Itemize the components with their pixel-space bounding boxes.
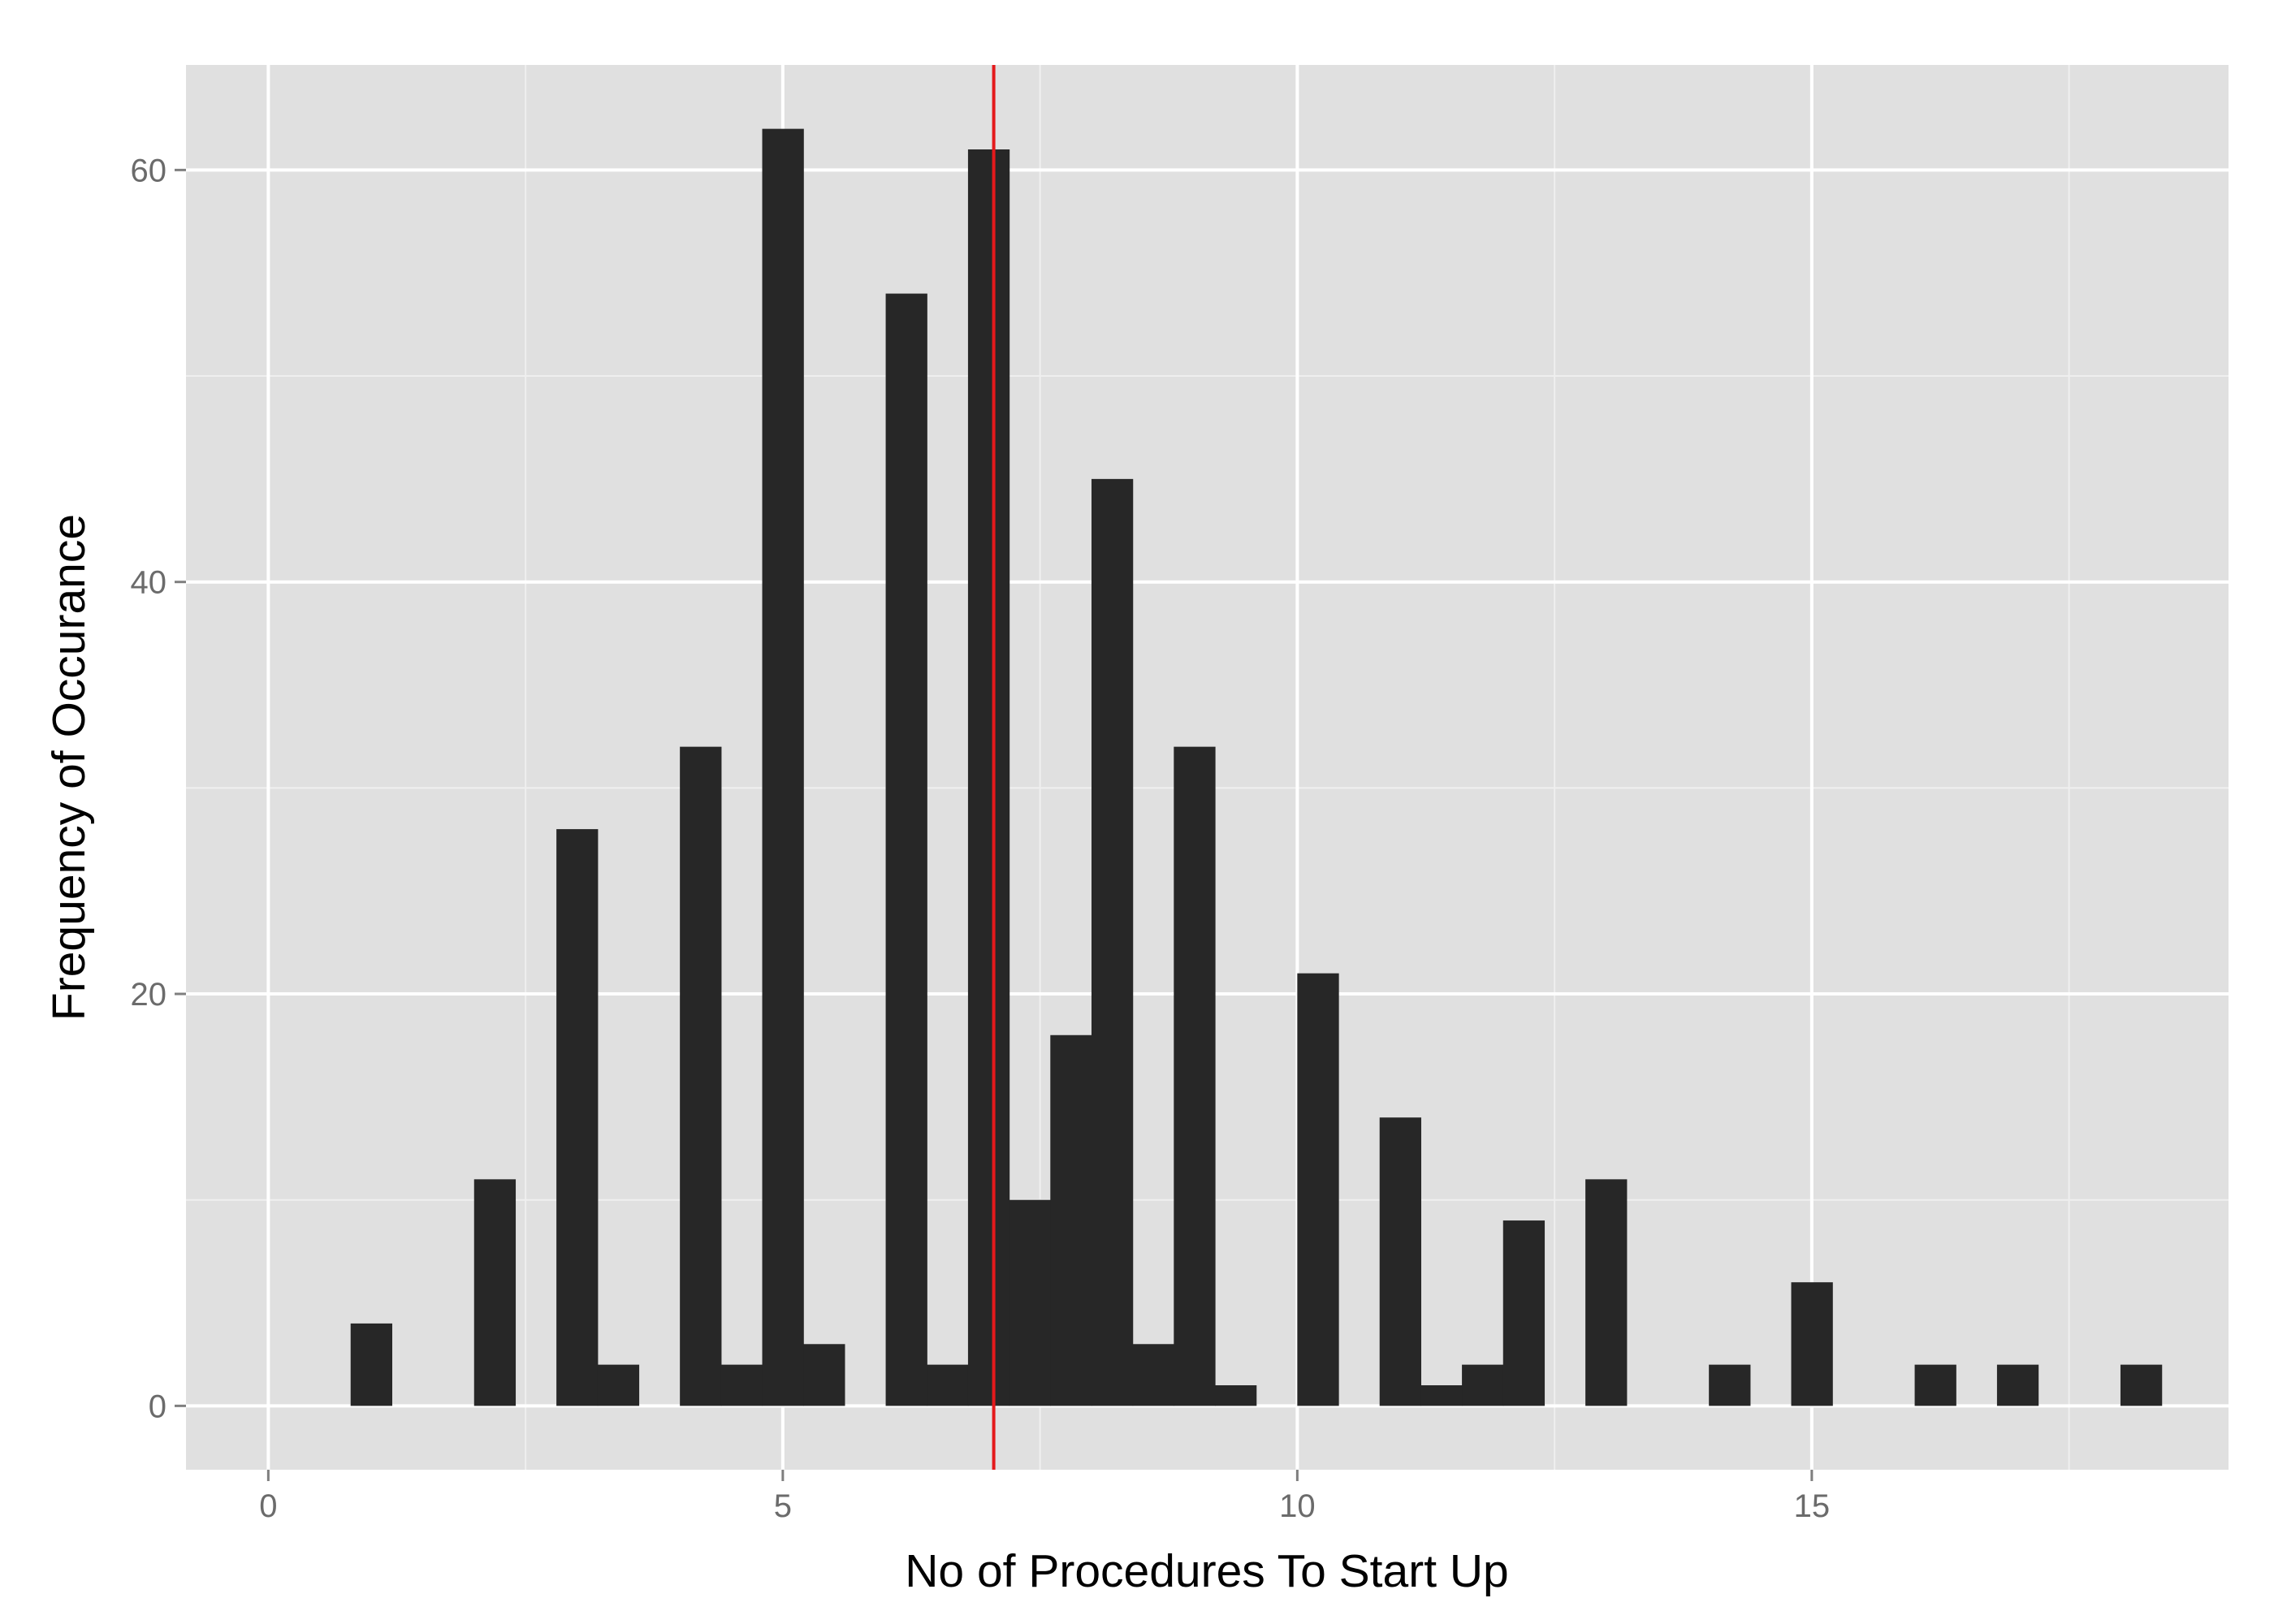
histogram-bar xyxy=(556,829,599,1406)
y-tick-label: 0 xyxy=(149,1389,166,1424)
histogram-bar xyxy=(597,1364,640,1406)
x-tick-label: 15 xyxy=(1794,1488,1831,1524)
histogram-bar xyxy=(1914,1364,1956,1406)
histogram-bar xyxy=(720,1364,763,1406)
histogram-bar xyxy=(1091,478,1134,1406)
histogram-bar xyxy=(927,1364,969,1406)
histogram-bar xyxy=(1791,1282,1833,1406)
x-axis-title: No of Procedures To Start Up xyxy=(905,1545,1508,1597)
histogram-bar xyxy=(1132,1344,1174,1406)
y-tick-label: 40 xyxy=(131,565,167,601)
histogram-bar xyxy=(1502,1220,1546,1406)
y-tick-label: 60 xyxy=(131,153,167,188)
x-axis: 0 5 10 15 xyxy=(259,1470,1830,1524)
histogram-bar xyxy=(1462,1364,1504,1406)
histogram-bar xyxy=(803,1344,845,1406)
histogram-bar xyxy=(2120,1364,2163,1406)
histogram-bar xyxy=(1996,1364,2039,1406)
histogram-bar xyxy=(1420,1384,1463,1406)
histogram-bar xyxy=(1379,1117,1422,1406)
histogram-bar xyxy=(762,128,804,1406)
histogram-bar xyxy=(1050,1034,1092,1406)
histogram-bar xyxy=(1585,1179,1628,1406)
histogram-bar xyxy=(1215,1384,1257,1406)
histogram-bar xyxy=(1297,973,1339,1406)
histogram-bar xyxy=(885,293,927,1406)
histogram-bar xyxy=(1709,1364,1751,1406)
histogram-bar xyxy=(473,1179,517,1406)
histogram-bar xyxy=(1174,746,1216,1406)
histogram-bar xyxy=(350,1323,393,1406)
histogram-bar xyxy=(967,149,1010,1406)
y-tick-label: 20 xyxy=(131,977,167,1013)
x-tick-label: 10 xyxy=(1279,1488,1316,1524)
x-tick-label: 5 xyxy=(774,1488,792,1524)
y-axis-title: Frequency of Occurance xyxy=(43,514,95,1021)
y-axis: 0 20 40 60 xyxy=(131,153,186,1424)
histogram-bar xyxy=(680,746,722,1406)
histogram-bars xyxy=(350,128,2163,1406)
histogram-bar xyxy=(1009,1199,1051,1406)
x-tick-label: 0 xyxy=(259,1488,277,1524)
